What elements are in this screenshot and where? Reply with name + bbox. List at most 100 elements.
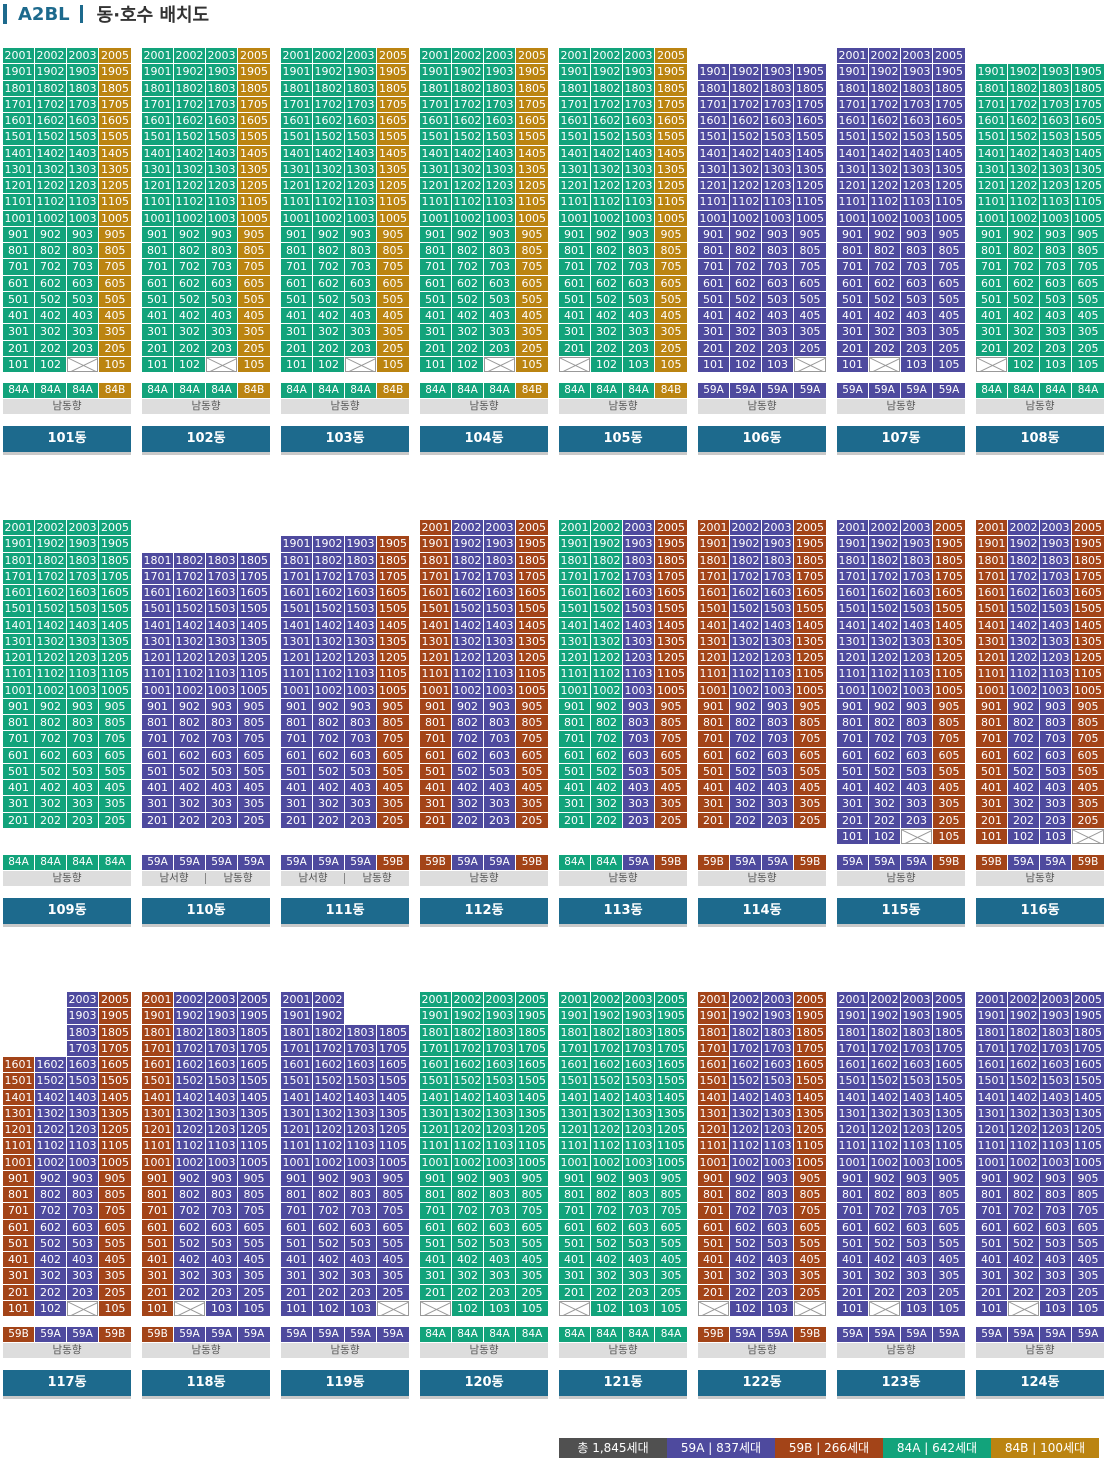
unit-cell: 703 bbox=[1040, 259, 1071, 275]
unit-cell: 1805 bbox=[655, 80, 687, 96]
unit-cell: 1502 bbox=[452, 1073, 483, 1089]
unit-cell: 502 bbox=[452, 1235, 483, 1252]
unit-cell: 802 bbox=[1008, 1187, 1039, 1203]
unit-cell: 901 bbox=[3, 698, 34, 715]
unit-cell: 401 bbox=[3, 308, 34, 324]
unit-cell: 1603 bbox=[762, 113, 793, 129]
unit-cell: 1601 bbox=[837, 113, 868, 129]
unit-cell: 103 bbox=[901, 1300, 932, 1317]
unit-cell: 1802 bbox=[452, 1024, 483, 1040]
unit-cell: 1103 bbox=[206, 194, 237, 210]
unit-cell: 603 bbox=[762, 275, 793, 291]
unit-cell: 1405 bbox=[99, 1089, 131, 1105]
unit-cell: 1005 bbox=[933, 210, 965, 226]
unit-cell: 1103 bbox=[623, 194, 654, 210]
unit-cell: 1205 bbox=[1072, 1122, 1104, 1138]
unit-cell: 1105 bbox=[377, 194, 409, 210]
unit-cell: 2003 bbox=[484, 992, 515, 1008]
unit-cell: 405 bbox=[933, 1252, 965, 1268]
unit-cell: 803 bbox=[345, 715, 376, 731]
unit-cell: 1303 bbox=[67, 633, 98, 650]
unit-cell: 1405 bbox=[516, 617, 548, 633]
unit-cell: 1503 bbox=[67, 129, 98, 145]
unit-cell: 1501 bbox=[837, 601, 868, 617]
unit-cell: 305 bbox=[1072, 324, 1104, 340]
unit-cell: 1301 bbox=[837, 633, 868, 650]
unit-cell: 1705 bbox=[377, 568, 409, 585]
unit-cell: 1702 bbox=[452, 1040, 483, 1057]
unit-cell: 1503 bbox=[345, 1073, 376, 1089]
unit-cell: 702 bbox=[1008, 259, 1039, 275]
unit-cell: 1702 bbox=[1008, 1040, 1039, 1057]
unit-cell: 1303 bbox=[623, 633, 654, 650]
unit-cell: 1102 bbox=[869, 1138, 900, 1154]
unit-cell: 1402 bbox=[1008, 145, 1039, 161]
unit-cell: 702 bbox=[730, 731, 761, 747]
unit-cell: 1901 bbox=[142, 64, 173, 80]
unit-cell: 301 bbox=[837, 796, 868, 812]
unit-cell: 1601 bbox=[976, 585, 1007, 601]
unit-cell: 603 bbox=[623, 747, 654, 763]
unit-cell: 405 bbox=[516, 308, 548, 324]
unit-cell: 2001 bbox=[420, 48, 451, 64]
building-name: 124동 bbox=[976, 1370, 1104, 1399]
unit-cell: 802 bbox=[35, 1187, 66, 1203]
unit-cell: 403 bbox=[623, 780, 654, 796]
orientation-label: 남동향 bbox=[608, 400, 638, 412]
unit-cell: 2005 bbox=[1072, 992, 1104, 1008]
unit-cell: 302 bbox=[869, 324, 900, 340]
orientation-label: 남동향 bbox=[1025, 872, 1055, 884]
building-name: 101동 bbox=[3, 426, 131, 455]
unit-cell: 1202 bbox=[174, 1122, 205, 1138]
unit-cell: 601 bbox=[698, 747, 729, 763]
unit-cell: 1301 bbox=[698, 633, 729, 650]
unit-cell: 2005 bbox=[794, 992, 826, 1008]
unit-cell: 301 bbox=[3, 324, 34, 340]
unit-cell: 903 bbox=[762, 1170, 793, 1187]
unit-cell: 205 bbox=[1072, 340, 1104, 356]
unit-cell: 705 bbox=[377, 1203, 409, 1219]
unit-cell: 505 bbox=[99, 1235, 131, 1252]
unit-cell: 302 bbox=[591, 796, 622, 812]
unit-cell: 805 bbox=[933, 1187, 965, 1203]
unit-cell: 1301 bbox=[976, 161, 1007, 178]
unit-cell: 905 bbox=[238, 698, 270, 715]
unit-cell: 105 bbox=[238, 356, 270, 373]
unit-cell: 1001 bbox=[281, 210, 312, 226]
unit-cell: 1401 bbox=[3, 145, 34, 161]
unit-cell: 1705 bbox=[1072, 1040, 1104, 1057]
unit-cell: 402 bbox=[591, 308, 622, 324]
unit-cell: 405 bbox=[238, 780, 270, 796]
unit-cell: 301 bbox=[420, 1268, 451, 1284]
unit-cell: 1801 bbox=[698, 1024, 729, 1040]
unit-cell: 1501 bbox=[698, 129, 729, 145]
unit-cell: 1001 bbox=[698, 1154, 729, 1170]
unit-cell: 505 bbox=[655, 763, 687, 780]
unit-cell: 1005 bbox=[1072, 210, 1104, 226]
unit-type-label: 59A bbox=[869, 1327, 900, 1342]
unit-cell: 1805 bbox=[933, 552, 965, 568]
unit-cell: 802 bbox=[452, 1187, 483, 1203]
unit-cell: 1402 bbox=[591, 1089, 622, 1105]
unit-cell: 1103 bbox=[901, 194, 932, 210]
unit-cell: 1803 bbox=[1040, 1024, 1071, 1040]
unit-cell: 501 bbox=[420, 1235, 451, 1252]
unit-cell: 501 bbox=[142, 1235, 173, 1252]
unit-cell: 101 bbox=[3, 1300, 34, 1317]
unit-cell: 1602 bbox=[730, 1057, 761, 1073]
unit-cell: 1103 bbox=[1040, 194, 1071, 210]
orientation-row: 남동향 bbox=[698, 1343, 826, 1358]
unit-cell: 405 bbox=[933, 780, 965, 796]
unit-cell: 901 bbox=[559, 1170, 590, 1187]
unit-cell: 102 bbox=[591, 356, 622, 373]
unit-cell: 205 bbox=[794, 340, 826, 356]
orientation-row: 남동향 bbox=[976, 1343, 1104, 1358]
unit-cell: 1005 bbox=[933, 1154, 965, 1170]
unit-cell: 1101 bbox=[142, 1138, 173, 1154]
unit-cell: 2002 bbox=[313, 992, 344, 1008]
unit-cell: 701 bbox=[142, 259, 173, 275]
unit-cell: 205 bbox=[933, 812, 965, 828]
unit-cell: 1201 bbox=[281, 650, 312, 666]
unit-cell: 803 bbox=[67, 243, 98, 259]
unit-cell: 1203 bbox=[484, 178, 515, 194]
